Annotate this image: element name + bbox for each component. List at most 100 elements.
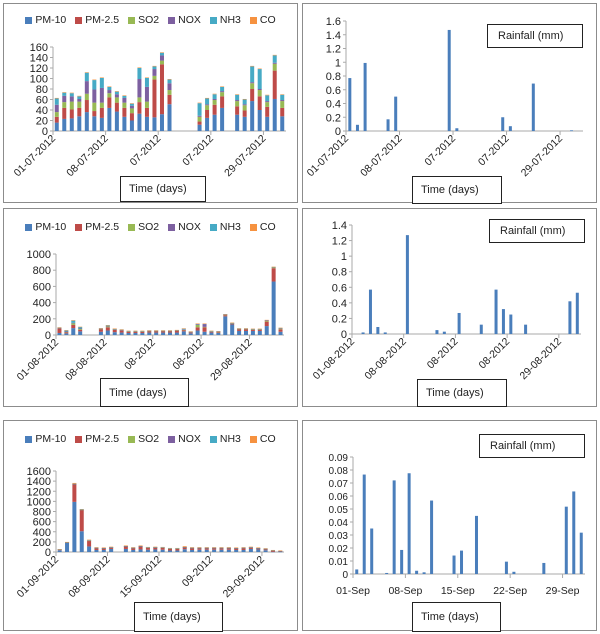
y-tick-label: 160 bbox=[30, 42, 48, 54]
bar-nh3 bbox=[79, 509, 84, 511]
bar-rainfall bbox=[457, 312, 461, 334]
bar-pm-2-5 bbox=[137, 102, 142, 114]
bar-pm-2-5 bbox=[78, 329, 83, 332]
bar-nh3 bbox=[105, 325, 110, 327]
bar-nox bbox=[280, 100, 285, 102]
legend-item-co: CO bbox=[249, 433, 276, 445]
bar-pm-2-5 bbox=[235, 106, 240, 115]
bar-co bbox=[94, 547, 99, 548]
bar-pm-2-5 bbox=[64, 332, 69, 334]
y-tick-label: 1600 bbox=[27, 466, 51, 478]
bar-pm-2-5 bbox=[131, 547, 136, 550]
bar-co bbox=[147, 330, 152, 331]
bar-pm-2-5 bbox=[230, 323, 235, 325]
bar-pm-10 bbox=[226, 549, 231, 552]
bar-pm-2-5 bbox=[98, 329, 103, 332]
xlabel-box: Time (days) bbox=[120, 176, 206, 202]
bar-pm-10 bbox=[265, 116, 270, 131]
bar-rainfall bbox=[392, 480, 396, 574]
bar-rainfall bbox=[407, 473, 411, 574]
y-tick-label: 20 bbox=[36, 116, 48, 128]
rainfall-legend: Rainfall (mm) bbox=[500, 225, 566, 237]
bar-pm-2-5 bbox=[204, 547, 209, 550]
bar-pm-10 bbox=[223, 316, 228, 335]
bar-co bbox=[159, 52, 164, 53]
bar-nox bbox=[99, 87, 104, 103]
bar-co bbox=[98, 328, 103, 329]
bar-pm-10 bbox=[138, 549, 143, 552]
bar-co bbox=[69, 92, 74, 94]
bar-nh3 bbox=[92, 80, 97, 90]
bar-co bbox=[223, 314, 228, 315]
bar-nh3 bbox=[159, 52, 164, 56]
y-tick-label: 1400 bbox=[27, 476, 51, 488]
legend-item-nox: NOX bbox=[168, 14, 201, 26]
y-tick-label: 1.4 bbox=[332, 220, 347, 232]
bar-nox bbox=[159, 55, 164, 61]
bar-nh3 bbox=[241, 547, 246, 549]
bar-pm-10 bbox=[99, 117, 104, 131]
legend-label: CO bbox=[259, 433, 276, 445]
bar-pm-10 bbox=[256, 549, 261, 552]
bar-nox bbox=[84, 81, 89, 94]
bar-co bbox=[190, 547, 195, 548]
bar-pm-2-5 bbox=[250, 89, 255, 102]
x-tick-label: 09-2012 bbox=[180, 554, 216, 590]
xlabel: Time (days) bbox=[109, 386, 167, 399]
bar-rainfall bbox=[355, 124, 359, 131]
bar-pm-10 bbox=[212, 114, 217, 131]
bar-nox bbox=[119, 329, 124, 331]
y-tick-label: 1200 bbox=[27, 486, 51, 498]
legend-label: CO bbox=[259, 14, 276, 26]
bar-co bbox=[181, 328, 186, 329]
bar-rainfall bbox=[508, 126, 512, 131]
bar-co bbox=[250, 65, 255, 67]
bar-rainfall bbox=[570, 130, 574, 132]
x-tick-label: 01-08-2012 bbox=[311, 336, 358, 383]
bar-pm-2-5 bbox=[77, 107, 82, 117]
legend-label: CO bbox=[259, 221, 276, 233]
y-tick-label: 120 bbox=[30, 63, 48, 75]
bar-pm-10 bbox=[87, 546, 92, 552]
y-tick-label: 0.01 bbox=[329, 557, 349, 568]
bar-pm-10 bbox=[137, 113, 142, 131]
rainfall-legend: Rainfall (mm) bbox=[490, 440, 556, 452]
bar-pm-2-5 bbox=[69, 109, 74, 119]
bar-nox bbox=[107, 90, 112, 94]
y-tick-label: 200 bbox=[33, 537, 51, 549]
bar-rainfall bbox=[474, 515, 478, 574]
legend-item-nh3: NH3 bbox=[209, 14, 241, 26]
bar-so2 bbox=[62, 102, 67, 108]
bar-pm-2-5 bbox=[122, 107, 127, 117]
bar-pm-10 bbox=[69, 118, 74, 131]
xlabel-box: Time (days) bbox=[412, 176, 502, 204]
bar-co bbox=[237, 328, 242, 329]
bar-pm-2-5 bbox=[237, 329, 242, 331]
bar-pm-2-5 bbox=[271, 268, 276, 282]
bar-rainfall bbox=[363, 62, 367, 131]
bar-pm-10 bbox=[264, 326, 269, 335]
bar-pm-10 bbox=[71, 328, 76, 335]
bar-pm-2-5 bbox=[167, 94, 172, 105]
bar-nox bbox=[235, 100, 240, 102]
chart-rainfall-jul: 0 0.20.4 0.6 0.8 11.2 1.4 1.6 01-07-2012 08-07-2… bbox=[305, 16, 583, 180]
bar-nox bbox=[92, 89, 97, 103]
bar-pm-2-5 bbox=[129, 113, 134, 121]
bar-so2 bbox=[205, 105, 210, 110]
x-tick-label: 08-07-2012 bbox=[358, 133, 405, 180]
bar-so2 bbox=[278, 328, 283, 330]
bar-co bbox=[99, 77, 104, 78]
legend-swatch bbox=[209, 223, 217, 231]
bar-nox bbox=[144, 86, 149, 102]
bar-so2 bbox=[280, 101, 285, 108]
bar-so2 bbox=[257, 90, 262, 97]
bar-nh3 bbox=[242, 99, 247, 105]
legend-swatch bbox=[25, 16, 33, 24]
bar-co bbox=[188, 331, 193, 332]
x-tick-label: 29-08-2012 bbox=[517, 336, 564, 383]
legend-label: NH3 bbox=[219, 14, 241, 26]
bar-nh3 bbox=[152, 66, 157, 70]
legend-swatch bbox=[25, 223, 33, 231]
bar-co bbox=[87, 539, 92, 541]
x-tick-label: 08-2012 bbox=[122, 337, 158, 373]
